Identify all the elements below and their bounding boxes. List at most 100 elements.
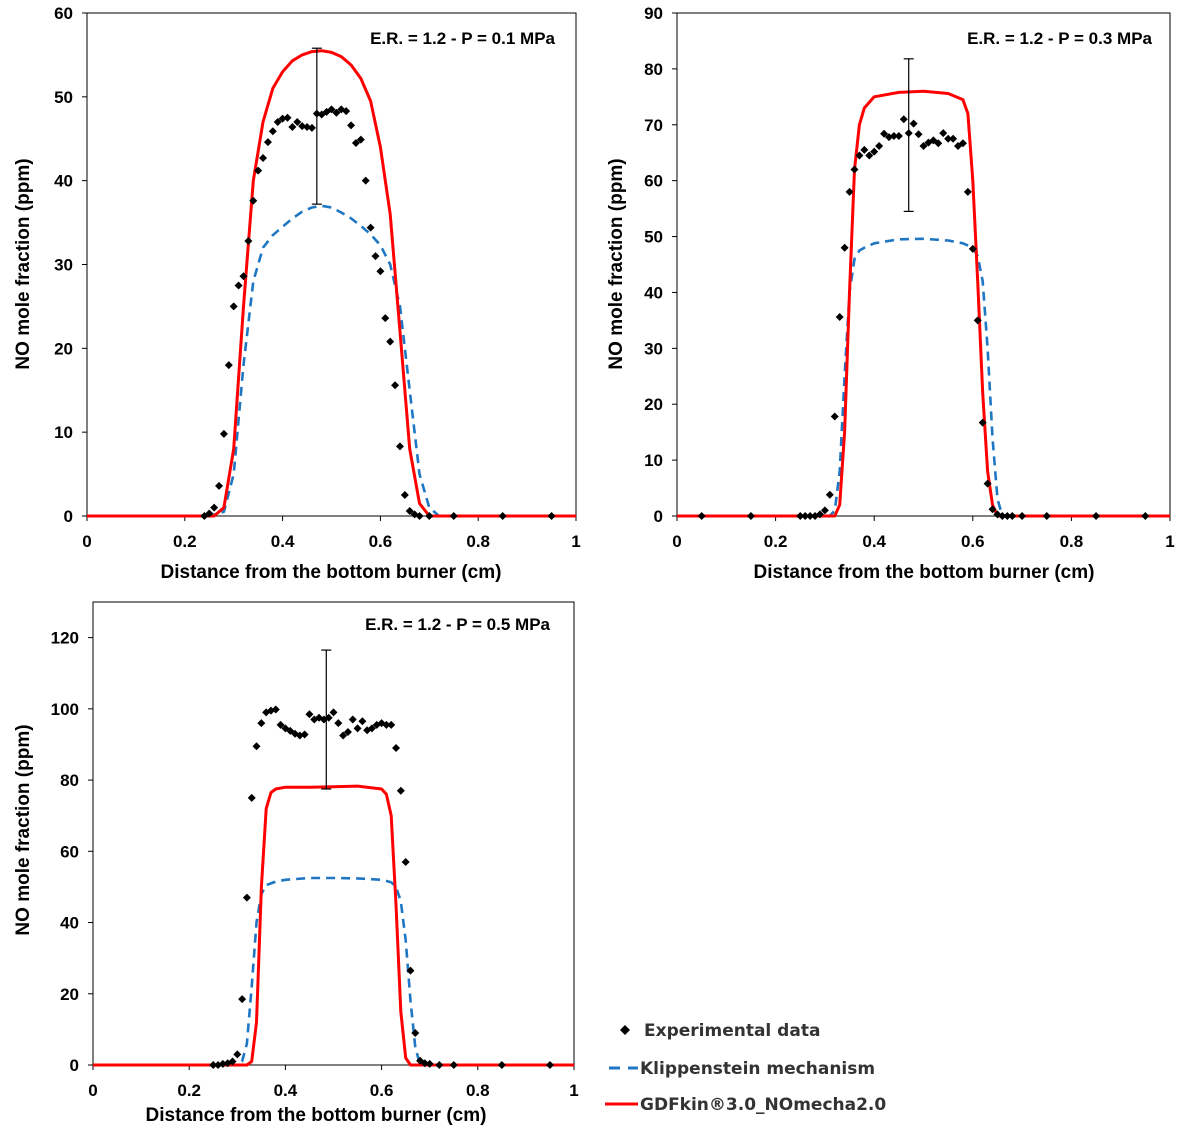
y-tick-label: 100 (51, 700, 79, 719)
experimental-data-point (449, 512, 458, 520)
experimental-data-point (305, 710, 314, 719)
experimental-data-point (449, 1061, 458, 1069)
experimental-data-point (860, 145, 869, 154)
experimental-data-point (205, 509, 214, 518)
experimental-data-point (919, 142, 928, 151)
experimental-data-point (498, 512, 507, 520)
experimental-data-point (339, 731, 348, 740)
x-axis-label: Distance from the bottom burner (cm) (161, 562, 502, 583)
experimental-data-point (327, 105, 336, 114)
experimental-data-point (949, 134, 958, 143)
experimental-data-point (899, 115, 908, 124)
y-tick-label: 20 (644, 395, 663, 414)
x-tick-label: 0.8 (466, 532, 490, 551)
experimental-data-point (939, 129, 948, 138)
panel-0-chart: E.R. = 1.2 - P = 0.1 MPa Distance from t… (13, 4, 581, 583)
x-tick-label: 0 (82, 532, 91, 551)
gdfkin-series-line (93, 784, 574, 1067)
experimental-data-point (366, 223, 375, 232)
experimental-data-point (348, 715, 357, 724)
y-tick-label: 20 (54, 339, 73, 358)
y-tick-label: 90 (644, 4, 663, 23)
x-tick-label: 0.4 (862, 532, 886, 551)
experimental-data-point (312, 109, 321, 118)
y-tick-label: 80 (60, 771, 79, 790)
experimental-data-point (825, 490, 834, 499)
experimental-data-point (425, 1059, 434, 1068)
experimental-data-point (386, 337, 395, 346)
y-tick-label: 40 (60, 914, 79, 933)
experimental-data-point (361, 176, 370, 185)
experimental-data-point (405, 506, 414, 515)
y-tick-label: 10 (644, 451, 663, 470)
x-tick-label: 0 (88, 1081, 97, 1100)
experimental-data-point (209, 1061, 218, 1069)
experimental-data-point (1042, 512, 1051, 520)
experimental-data-point (249, 196, 258, 205)
x-tick-label: 0.2 (764, 532, 788, 551)
experimental-data-point (855, 151, 864, 160)
experimental-data-point (247, 793, 256, 802)
x-tick-label: 0.8 (1060, 532, 1084, 551)
experimental-data-point (973, 316, 982, 325)
y-tick-label: 10 (54, 423, 73, 442)
klippenstein-series-line (87, 204, 576, 518)
experimental-data-point (820, 506, 829, 515)
experimental-data-point (358, 717, 367, 726)
experimental-data-point (300, 730, 309, 739)
panel-title: E.R. = 1.2 - P = 0.5 MPa (365, 615, 550, 634)
experimental-data-point (697, 512, 706, 520)
experimental-data-point (351, 138, 360, 147)
experimental-data-point (329, 708, 338, 717)
experimental-data-point (234, 281, 243, 290)
experimental-data-point (746, 512, 755, 520)
experimental-data-point (1003, 512, 1012, 520)
experimental-data-point (806, 512, 815, 520)
y-tick-label: 80 (644, 60, 663, 79)
y-axis-label: NO mole fraction (ppm) (606, 158, 627, 369)
experimental-data-point (381, 314, 390, 323)
experimental-data-point (307, 123, 316, 132)
experimental-data-point (252, 742, 261, 751)
experimental-data-point (263, 138, 272, 147)
experimental-data-point (1141, 512, 1150, 520)
y-axis-label: NO mole fraction (ppm) (13, 724, 34, 935)
legend-label: Experimental data (644, 1021, 820, 1041)
x-tick-label: 1 (1165, 532, 1174, 551)
y-tick-label: 60 (60, 842, 79, 861)
experimental-data-point (324, 713, 333, 722)
plot-area-frame (92, 601, 575, 1066)
experimental-data-point (400, 491, 409, 500)
x-tick-label: 1 (571, 532, 580, 551)
panel-title: E.R. = 1.2 - P = 0.1 MPa (370, 29, 555, 48)
experimental-data-point (914, 130, 923, 139)
x-tick-label: 0.6 (370, 1081, 394, 1100)
legend-label: Klippenstein mechanism (640, 1059, 875, 1079)
experimental-data-point (371, 252, 380, 261)
x-tick-label: 0.4 (271, 532, 295, 551)
gdfkin-series-line (87, 49, 576, 518)
y-tick-label: 0 (64, 507, 73, 526)
experimental-data-point (435, 1061, 444, 1069)
experimental-data-point (271, 705, 280, 714)
experimental-data-point (835, 313, 844, 322)
y-tick-label: 50 (54, 88, 73, 107)
y-tick-label: 60 (54, 4, 73, 23)
x-tick-label: 0.4 (274, 1081, 298, 1100)
experimental-data-point (845, 187, 854, 196)
experimental-data-point (238, 995, 247, 1004)
experimental-data-point (420, 1059, 429, 1068)
experimental-data-point (497, 1061, 506, 1069)
experimental-data-point (840, 243, 849, 252)
legend-item-klippenstein: Klippenstein mechanism (609, 1059, 875, 1079)
y-tick-label: 40 (644, 283, 663, 302)
klippenstein-series-line (677, 237, 1170, 518)
experimental-data-point (998, 512, 1007, 520)
experimental-data-point (547, 512, 556, 520)
experimental-data-point (382, 720, 391, 729)
x-tick-label: 0.6 (369, 532, 393, 551)
experimental-data-point (401, 857, 410, 866)
x-axis-label: Distance from the bottom burner (cm) (146, 1105, 487, 1126)
experimental-data-point (801, 512, 810, 520)
